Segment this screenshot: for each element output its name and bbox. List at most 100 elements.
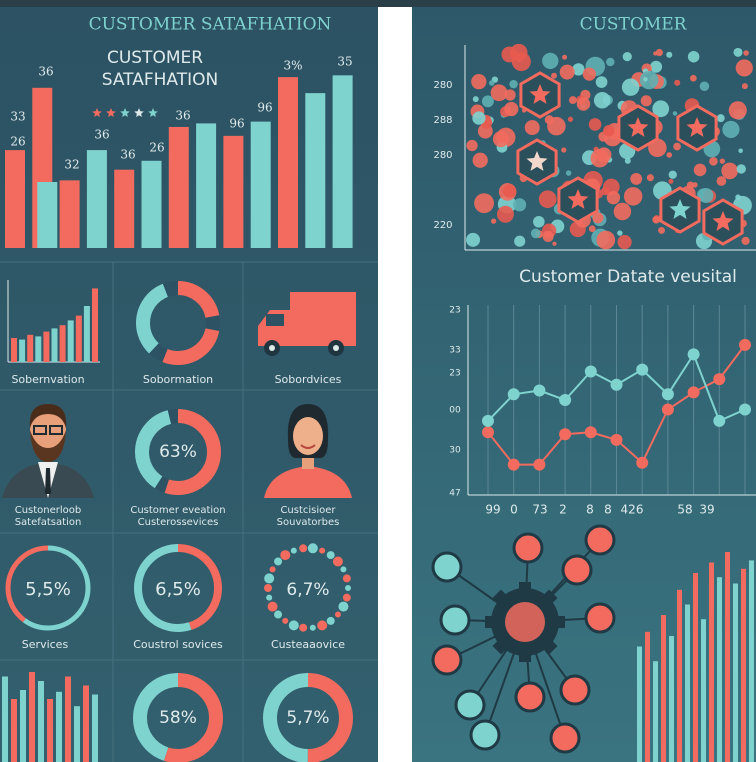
label: Customer eveation [130, 505, 225, 516]
dot [290, 547, 297, 554]
hub [269, 345, 275, 351]
bar [47, 699, 53, 762]
bar [645, 631, 650, 762]
bar [661, 615, 666, 762]
ring-label: 6,5% [155, 579, 201, 600]
y-tick-label: 288 [433, 115, 452, 126]
dot [299, 544, 308, 553]
hub [505, 602, 545, 642]
dot [639, 70, 659, 90]
node [549, 722, 581, 754]
dot [530, 228, 541, 239]
bar [27, 334, 34, 362]
dot [716, 176, 727, 186]
bar [685, 604, 690, 762]
dot [496, 205, 514, 223]
bar [59, 180, 80, 248]
star [567, 189, 589, 209]
bar [5, 150, 25, 248]
point [533, 458, 546, 471]
dot [317, 620, 328, 631]
x-tick-label: 2 [559, 503, 567, 517]
tie [45, 468, 51, 494]
y-tick-label: 220 [433, 220, 452, 231]
y-tick-label: 30 [449, 446, 461, 456]
dot [593, 92, 611, 109]
dot [551, 72, 557, 79]
dot [692, 182, 698, 188]
dot [623, 187, 643, 206]
neck [302, 455, 314, 469]
dot [606, 190, 621, 205]
dot [617, 234, 632, 250]
bar [65, 676, 71, 762]
dot [640, 95, 652, 107]
dot [280, 550, 291, 561]
shirt [264, 466, 352, 498]
dot [709, 157, 718, 166]
bar [35, 336, 42, 362]
donut-label: 63% [159, 442, 197, 462]
bar [741, 568, 746, 762]
dot [588, 118, 602, 131]
gear-tooth [541, 638, 558, 655]
star [120, 108, 130, 117]
dot [738, 148, 743, 154]
glasses [33, 425, 47, 435]
point [482, 414, 494, 427]
dot [490, 218, 497, 224]
ring-label: 6,7% [286, 580, 329, 600]
bar [196, 123, 217, 248]
dot [719, 158, 726, 164]
node [469, 719, 501, 751]
dot [504, 101, 519, 117]
dot [588, 225, 596, 233]
star [669, 199, 691, 219]
dot [342, 593, 351, 602]
dot [266, 594, 273, 601]
bar [43, 331, 50, 362]
dot [307, 543, 318, 554]
node [561, 554, 593, 586]
dot [736, 164, 746, 174]
dot [621, 78, 640, 96]
dot [309, 624, 316, 631]
dot [652, 100, 670, 118]
y-tick-label: 280 [433, 150, 452, 161]
dot [735, 194, 741, 200]
subtitle: CUSTOMER [107, 48, 203, 68]
dot [264, 573, 275, 584]
truck-base [258, 338, 356, 346]
dot [345, 585, 351, 591]
bar [11, 338, 17, 362]
ring-label: 5,5% [25, 579, 71, 600]
dot [673, 142, 681, 151]
dot [666, 152, 673, 158]
dot [735, 59, 753, 77]
point [584, 426, 597, 439]
y-tick-label: 33 [449, 346, 460, 356]
x-tick-label: 0 [510, 503, 518, 517]
dot [561, 147, 567, 153]
point [610, 433, 623, 446]
title: CUSTOMER SATAFHATION [89, 15, 332, 35]
bar [653, 661, 658, 762]
bar [2, 676, 8, 762]
point [661, 403, 674, 416]
point [533, 384, 546, 397]
dot [592, 212, 604, 224]
star [627, 117, 649, 137]
node [559, 674, 591, 706]
dot [488, 80, 495, 86]
bar-label: 3% [283, 59, 302, 73]
star [148, 108, 158, 117]
dot [596, 147, 612, 163]
dot [613, 202, 632, 221]
label: Custerossevices [138, 517, 219, 528]
bar [83, 306, 90, 362]
dot [502, 184, 517, 198]
hub [333, 345, 339, 351]
node [584, 524, 616, 556]
dot [466, 139, 478, 152]
dot [652, 216, 660, 224]
